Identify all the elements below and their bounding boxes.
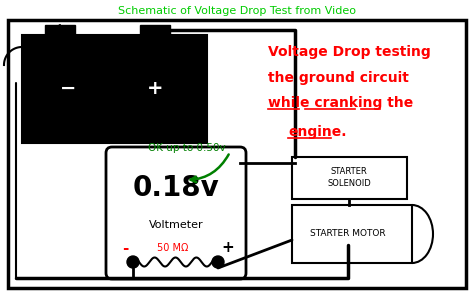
Text: while cranking the: while cranking the <box>268 96 413 110</box>
Bar <box>22 35 207 143</box>
FancyBboxPatch shape <box>106 147 246 279</box>
Text: 50 MΩ: 50 MΩ <box>157 243 189 253</box>
Bar <box>45 25 75 38</box>
Text: the ground circuit: the ground circuit <box>268 71 409 85</box>
Text: Voltage Drop testing: Voltage Drop testing <box>268 45 431 59</box>
Text: 0.18v: 0.18v <box>133 174 219 202</box>
Bar <box>292 205 412 263</box>
Bar <box>140 25 170 38</box>
Text: SOLENOID: SOLENOID <box>327 178 371 188</box>
Text: -: - <box>122 240 128 255</box>
Text: STARTER MOTOR: STARTER MOTOR <box>310 230 386 238</box>
Text: engine.: engine. <box>288 125 346 139</box>
Text: Schematic of Voltage Drop Test from Video: Schematic of Voltage Drop Test from Vide… <box>118 6 356 16</box>
Bar <box>292 157 407 199</box>
Text: −: − <box>60 78 76 98</box>
Text: Voltmeter: Voltmeter <box>149 220 203 230</box>
Text: STARTER: STARTER <box>331 166 367 176</box>
Text: +: + <box>147 78 163 98</box>
Text: +: + <box>222 240 234 255</box>
Circle shape <box>212 256 224 268</box>
Circle shape <box>127 256 139 268</box>
Text: OK up to 0.50v: OK up to 0.50v <box>148 143 226 153</box>
